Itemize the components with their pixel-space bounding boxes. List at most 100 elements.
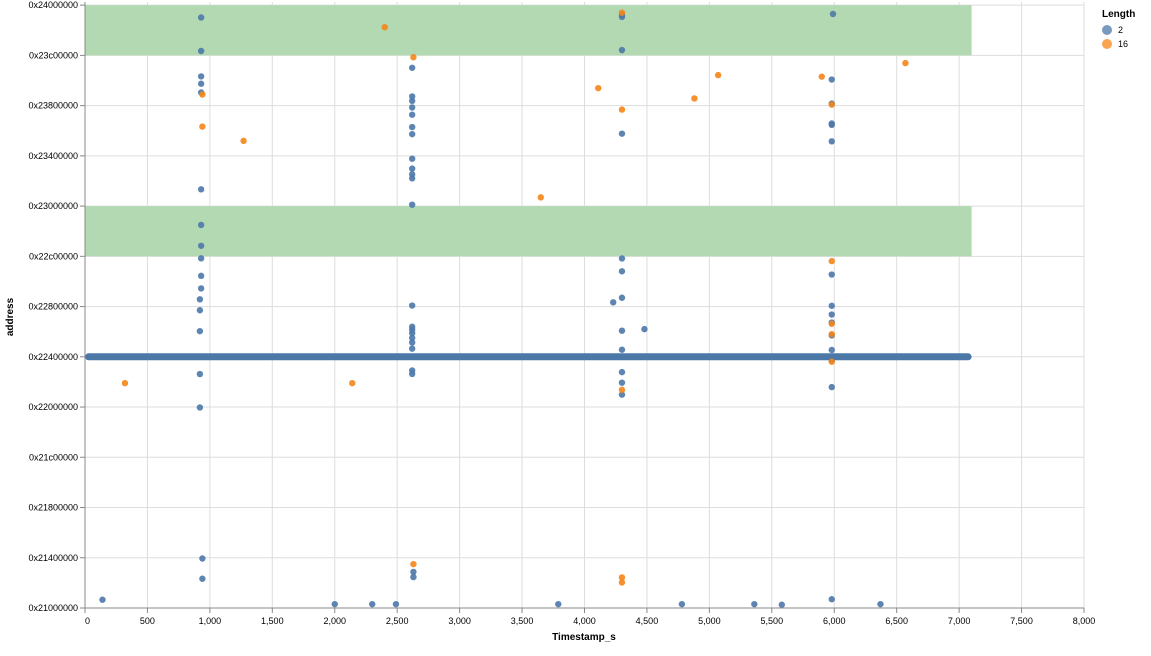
y-tick-label-3: 0x21c00000 — [29, 452, 78, 462]
point-2-58 — [618, 255, 626, 262]
x-tick-label-5: 2,500 — [386, 616, 409, 626]
point-2-11 — [199, 555, 206, 562]
point-16-19 — [828, 320, 835, 327]
point-2-9 — [877, 600, 884, 608]
point-2-6 — [751, 600, 758, 608]
x-tick-label-3: 1,500 — [261, 616, 284, 626]
point-2-4 — [555, 600, 562, 608]
legend-swatch-2 — [1102, 25, 1112, 35]
legend-label-16: 16 — [1118, 39, 1128, 49]
point-2-71 — [828, 302, 835, 309]
x-tick-label-10: 5,000 — [698, 616, 721, 626]
x-tick-label-2: 1,000 — [199, 616, 222, 626]
x-tick-label-9: 4,500 — [636, 616, 659, 626]
point-16-18 — [828, 257, 835, 265]
point-16-14 — [618, 579, 626, 586]
point-2-28 — [197, 47, 205, 55]
point-2-3 — [392, 600, 400, 608]
point-16-23 — [902, 59, 909, 67]
point-16-9 — [595, 84, 602, 92]
point-2-67 — [828, 346, 835, 354]
y-tick-label-5: 0x22400000 — [28, 352, 78, 362]
y-tick-label-2: 0x21800000 — [28, 503, 78, 513]
y-axis-title: address — [5, 297, 16, 336]
point-16-12 — [618, 386, 626, 394]
point-16-16 — [714, 71, 722, 79]
point-2-48 — [408, 97, 416, 105]
point-2-65 — [828, 383, 835, 391]
point-2-8 — [828, 596, 835, 603]
point-16-21 — [828, 358, 835, 365]
point-16-13 — [618, 574, 626, 581]
point-16-6 — [410, 54, 417, 61]
x-tick-label-12: 6,000 — [823, 616, 846, 626]
legend: Length 2 16 — [1102, 9, 1135, 49]
point-2-7 — [778, 601, 786, 608]
point-16-15 — [691, 95, 698, 102]
y-tick-label-8: 0x23000000 — [28, 201, 78, 211]
highlight-bands — [85, 5, 972, 257]
point-2-16 — [196, 327, 204, 335]
point-2-26 — [197, 80, 205, 87]
x-tick-label-7: 3,500 — [511, 616, 534, 626]
y-tick-label-12: 0x24000000 — [28, 0, 78, 10]
point-2-52 — [618, 379, 626, 386]
x-tick-label-0: 0 — [85, 616, 90, 626]
highlight-band-0 — [85, 206, 972, 257]
point-2-14 — [196, 404, 204, 411]
point-2-18 — [196, 296, 204, 303]
point-16-2 — [199, 91, 206, 98]
point-2-41 — [408, 171, 416, 178]
point-2-49 — [408, 93, 416, 100]
highlight-band-1 — [85, 5, 972, 56]
point-2-51 — [618, 391, 626, 398]
point-2-46 — [408, 111, 416, 118]
point-2-43 — [408, 155, 416, 162]
x-tick-label-1: 500 — [140, 616, 155, 626]
x-axis-ticks: 0 500 1,000 1,500 2,000 2,500 3,000 3,500 4,000 4… — [84, 608, 1095, 626]
point-2-73 — [828, 138, 835, 145]
point-2-56 — [618, 294, 626, 301]
point-2-15 — [196, 370, 204, 378]
y-axis-ticks: 0x21000000 0x21400000 0x21800000 0x21c00000… — [28, 0, 85, 613]
x-tick-label-4: 2,000 — [323, 616, 346, 626]
y-tick-label-11: 0x23c00000 — [29, 50, 78, 60]
point-2-30 — [408, 345, 416, 352]
point-2-32 — [408, 370, 416, 378]
point-2-62 — [618, 46, 626, 54]
y-tick-label-9: 0x23400000 — [28, 151, 78, 161]
point-16-17 — [818, 73, 825, 80]
point-2-72 — [828, 271, 835, 278]
point-2-2 — [369, 600, 376, 608]
point-16-22 — [828, 101, 835, 108]
point-2-19 — [197, 285, 205, 292]
point-16-1 — [199, 123, 206, 130]
x-tick-label-6: 3,000 — [448, 616, 471, 626]
point-2-21 — [197, 242, 205, 249]
point-2-29 — [197, 14, 205, 21]
point-2-10 — [199, 575, 206, 582]
y-tick-label-1: 0x21400000 — [28, 553, 78, 563]
point-16-3 — [240, 137, 247, 145]
point-2-57 — [618, 268, 626, 275]
legend-title: Length — [1102, 9, 1135, 20]
point-2-77 — [828, 76, 835, 83]
point-2-78 — [829, 10, 837, 18]
x-axis-title: Timestamp_s — [552, 632, 616, 643]
point-2-50 — [408, 64, 416, 71]
point-2-55 — [618, 327, 626, 334]
point-16-10 — [618, 106, 626, 113]
point-2-24 — [197, 186, 205, 193]
point-2-12 — [410, 573, 417, 581]
data-points — [99, 9, 909, 608]
point-2-53 — [618, 368, 626, 376]
point-2-1 — [331, 600, 338, 608]
point-2-22 — [197, 255, 205, 262]
point-2-44 — [408, 130, 416, 138]
legend-swatch-16 — [1102, 39, 1112, 49]
baseline-band — [85, 353, 972, 361]
point-2-61 — [618, 130, 626, 137]
point-2-42 — [408, 165, 416, 172]
point-16-5 — [381, 23, 388, 31]
